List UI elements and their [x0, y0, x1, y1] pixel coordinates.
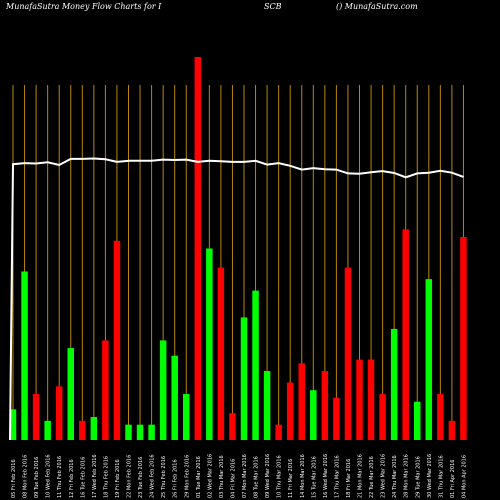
x-tick-label: 29 Mon Feb 2016	[184, 455, 190, 498]
x-tick-label: 18 Fri Mar 2016	[346, 459, 352, 498]
x-tick-label: 02 Wed Mar 2016	[207, 454, 213, 498]
bar-38	[437, 394, 444, 440]
bar-2	[21, 271, 28, 440]
bar-21	[240, 317, 248, 440]
x-tick-label: 01 Tue Mar 2016	[196, 456, 202, 498]
x-tick-label: 09 Wed Mar 2016	[265, 454, 271, 498]
x-tick-label: 29 Tue Mar 2016	[415, 456, 421, 498]
x-tick-label: 22 Tue Mar 2016	[369, 456, 375, 498]
x-tick-label: 07 Mon Mar 2016	[242, 454, 248, 498]
header-right-text: () MunafaSutra.com	[336, 2, 418, 11]
bar-10	[113, 240, 121, 440]
x-tick-label: 11 Thu Feb 2016	[57, 456, 63, 498]
x-tick-label: 25 Thu Feb 2016	[161, 456, 167, 498]
bar-13	[148, 424, 155, 440]
x-tick-label: 23 Tue Feb 2016	[138, 457, 144, 498]
x-tick-label: 08 Tue Mar 2016	[254, 456, 260, 498]
x-tick-label: 04 Mon Apr 2016	[461, 455, 467, 498]
bar-16	[183, 394, 190, 440]
bar-8	[90, 417, 98, 440]
x-tick-label: 30 Wed Mar 2016	[427, 454, 433, 498]
x-tick-label: 08 Mon Feb 2016	[23, 455, 29, 498]
x-tick-label: 05 Fri Feb 2016	[11, 459, 17, 498]
bar-7	[79, 420, 86, 440]
x-tick-label: 15 Tue Mar 2016	[311, 456, 317, 498]
bar-40	[460, 237, 467, 440]
bar-34	[390, 328, 398, 440]
x-tick-label: 18 Thu Feb 2016	[103, 456, 109, 498]
header-symbol-text: SCB	[264, 2, 282, 11]
bar-12	[136, 424, 144, 440]
bar-26	[298, 363, 305, 440]
x-tick-label: 14 Mon Mar 2016	[300, 454, 306, 498]
bar-31	[356, 359, 363, 440]
bar-37	[425, 279, 433, 440]
bar-30	[344, 267, 352, 440]
bar-1	[9, 409, 17, 440]
x-tick-label: 01 Fri Apr 2016	[450, 460, 456, 498]
x-tick-label: 09 Tue Feb 2016	[34, 457, 40, 498]
x-tick-label: 16 Wed Mar 2016	[323, 454, 329, 498]
bar-39	[448, 420, 456, 440]
bar-23	[263, 371, 271, 440]
x-tick-label: 23 Wed Mar 2016	[381, 454, 387, 498]
x-tick-label: 19 Fri Feb 2016	[115, 459, 121, 498]
x-tick-label: 16 Tue Feb 2016	[80, 457, 86, 498]
x-tick-label: 24 Wed Feb 2016	[150, 454, 156, 498]
bar-4	[44, 420, 51, 440]
bar-29	[333, 397, 340, 440]
x-tick-label: 22 Mon Feb 2016	[127, 455, 133, 498]
bar-17	[194, 57, 202, 440]
bar-5	[55, 386, 63, 440]
bar-28	[321, 371, 329, 440]
x-tick-label: 31 Thu Mar 2016	[438, 455, 444, 498]
bar-14	[159, 340, 167, 440]
x-tick-label: 11 Fri Mar 2016	[288, 459, 294, 498]
bar-27	[310, 390, 317, 440]
x-tick-label: 04 Fri Mar 2016	[230, 459, 236, 498]
bar-24	[275, 424, 282, 440]
x-tick-label: 17 Wed Feb 2016	[92, 454, 98, 498]
bar-19	[217, 267, 225, 440]
bar-3	[32, 394, 40, 440]
bar-18	[206, 248, 213, 440]
bar-33	[379, 394, 386, 440]
x-tick-label: 21 Mon Mar 2016	[358, 454, 364, 498]
bar-9	[102, 340, 109, 440]
x-tick-label: 26 Fri Feb 2016	[173, 459, 179, 498]
money-flow-line	[9, 157, 464, 441]
x-tick-label: 12 Fri Feb 2016	[69, 459, 75, 498]
x-tick-label: 17 Thu Mar 2016	[334, 455, 340, 498]
header-left-text: MunafaSutra Money Flow Charts for I	[6, 2, 162, 11]
x-tick-label: 10 Thu Mar 2016	[277, 455, 283, 498]
bar-20	[229, 413, 236, 440]
bar-36	[414, 401, 421, 440]
x-tick-label: 24 Thu Mar 2016	[392, 455, 398, 498]
x-tick-label: 10 Wed Feb 2016	[46, 454, 52, 498]
x-tick-label: 28 Mon Mar 2016	[404, 454, 410, 498]
bar-32	[367, 359, 375, 440]
bar-11	[125, 424, 132, 440]
x-tick-label: 03 Thu Mar 2016	[219, 455, 225, 498]
bar-25	[286, 382, 294, 440]
bar-35	[402, 229, 409, 440]
bar-15	[171, 355, 178, 440]
bar-22	[252, 290, 259, 440]
bar-6	[67, 348, 74, 440]
chart-header: MunafaSutra Money Flow Charts for I SCB …	[0, 2, 500, 16]
